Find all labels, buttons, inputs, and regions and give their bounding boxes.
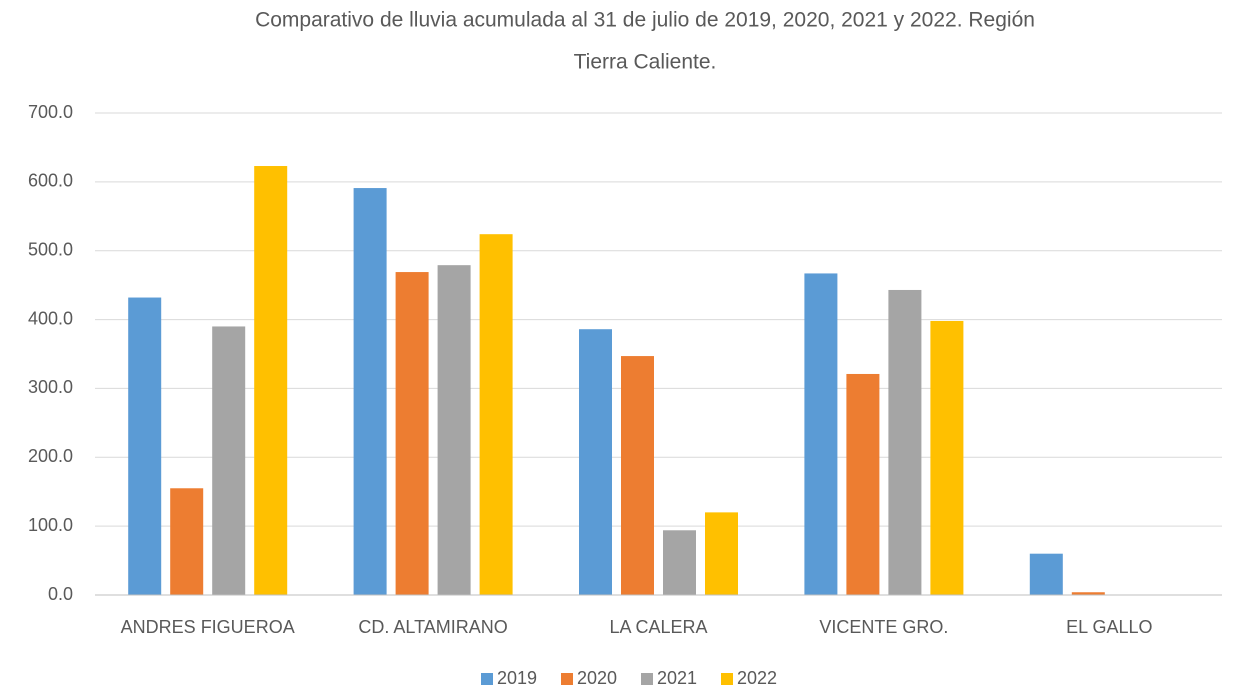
legend-swatch <box>481 673 493 685</box>
bar <box>395 272 429 595</box>
bar <box>663 530 696 595</box>
y-tick-label: 400.0 <box>28 308 73 328</box>
chart-title: Tierra Caliente. <box>574 51 717 74</box>
legend-swatch <box>721 673 733 685</box>
bar <box>353 188 387 595</box>
legend-label: 2021 <box>657 668 697 688</box>
x-tick-label: EL GALLO <box>1066 617 1152 637</box>
bar <box>170 488 204 595</box>
chart-title: Comparativo de lluvia acumulada al 31 de… <box>255 9 1035 32</box>
bar <box>888 289 922 595</box>
bar <box>846 373 880 595</box>
x-tick-label: ANDRES FIGUEROA <box>121 617 295 637</box>
legend-label: 2022 <box>737 668 777 688</box>
bar <box>930 320 964 595</box>
y-tick-label: 0.0 <box>48 584 73 604</box>
y-tick-label: 500.0 <box>28 239 73 259</box>
bar <box>212 326 246 595</box>
bar <box>437 265 471 595</box>
bar <box>128 297 162 595</box>
bar <box>254 166 288 595</box>
y-tick-label: 200.0 <box>28 446 73 466</box>
x-tick-label: LA CALERA <box>609 617 707 637</box>
bar <box>1029 553 1063 595</box>
x-tick-label: CD. ALTAMIRANO <box>358 617 507 637</box>
bar <box>1071 592 1105 595</box>
bar <box>579 329 612 595</box>
legend-label: 2019 <box>497 668 537 688</box>
legend-swatch <box>641 673 653 685</box>
legend-swatch <box>561 673 573 685</box>
legend-label: 2020 <box>577 668 617 688</box>
bar <box>621 356 654 595</box>
y-tick-label: 700.0 <box>28 102 73 122</box>
bar <box>804 273 838 595</box>
bar <box>479 234 513 595</box>
y-tick-label: 100.0 <box>28 515 73 535</box>
y-tick-label: 600.0 <box>28 171 73 191</box>
y-tick-label: 300.0 <box>28 377 73 397</box>
bar <box>705 512 738 595</box>
x-tick-label: VICENTE GRO. <box>819 617 948 637</box>
